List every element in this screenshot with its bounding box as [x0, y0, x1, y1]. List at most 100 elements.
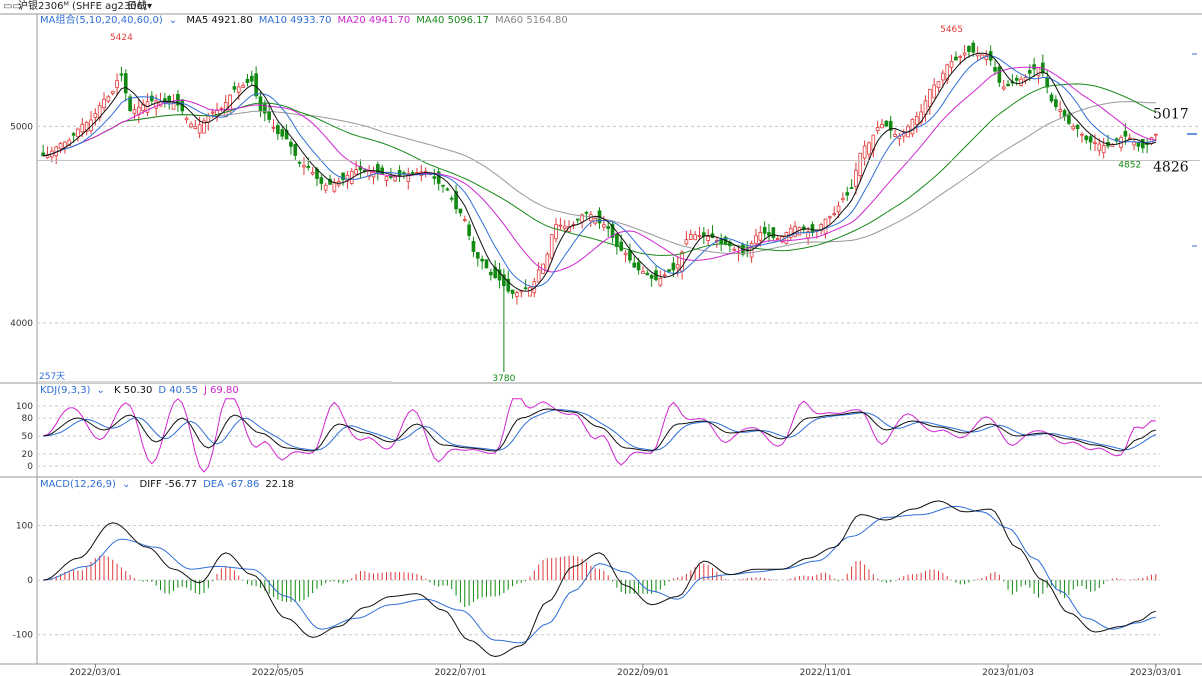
period-selector[interactable]: 日线▾: [127, 0, 152, 14]
candle-body: [1062, 110, 1067, 117]
date-tick-label: 2022/11/01: [800, 668, 852, 676]
candle-body: [862, 145, 867, 159]
candle-body: [1140, 138, 1145, 149]
price-tick-label: 4000: [10, 319, 33, 329]
candle-body: [867, 142, 871, 155]
candle-body: [406, 173, 411, 182]
kdj-k-line: [43, 408, 1156, 452]
low-label: 3780: [492, 374, 515, 384]
candle-body: [263, 103, 267, 114]
candle-body: [45, 154, 50, 159]
candle-body: [462, 219, 467, 221]
link-icon[interactable]: ▭▭: [3, 1, 22, 12]
candle-body: [323, 184, 328, 191]
candle-body: [254, 73, 258, 97]
candle-body: [441, 184, 445, 187]
candle-body: [632, 262, 637, 268]
candle-body: [167, 95, 172, 103]
candle-body: [210, 111, 215, 114]
candle-body: [489, 271, 493, 276]
candle-body: [232, 86, 237, 90]
candle-body: [536, 269, 541, 283]
kdj-d-line: [43, 409, 1157, 451]
candle-body: [189, 123, 193, 128]
ma-value-0: MA5 4921.80: [186, 15, 253, 26]
candle-body: [93, 113, 98, 119]
chevron-down-icon[interactable]: ⌄: [96, 385, 105, 396]
chevron-down-icon[interactable]: ⌄: [121, 479, 131, 490]
macd-tick-label: 100: [16, 521, 33, 531]
candle-body: [154, 100, 158, 109]
candle-body: [928, 89, 932, 108]
candle-body: [184, 117, 189, 121]
candle-body: [619, 241, 624, 251]
candle-body: [914, 116, 919, 125]
candle-body: [758, 232, 763, 241]
kdj-tick-label: 0: [27, 462, 33, 472]
candle-body: [1014, 77, 1019, 81]
macd-value-0: DIFF -56.77: [139, 479, 198, 490]
candle-body: [1006, 83, 1010, 87]
candle-body: [80, 123, 85, 133]
macd-tick-label: -100: [13, 631, 34, 641]
candle-body: [732, 248, 737, 251]
symbol-title[interactable]: 沪银2306ᴹ (SHFE ag2306): [18, 1, 147, 12]
candle-body: [958, 56, 963, 58]
candle-body: [932, 84, 936, 99]
candle-body: [845, 192, 850, 196]
candle-body: [497, 269, 502, 281]
candle-body: [675, 264, 680, 269]
candle-body: [858, 152, 863, 177]
chevron-down-icon[interactable]: ⌄: [168, 15, 178, 26]
candle-body: [841, 197, 845, 201]
candle-body: [1136, 142, 1141, 147]
candle-body: [1027, 70, 1032, 74]
candle-body: [1123, 130, 1128, 137]
candle-body: [449, 197, 454, 200]
ma-value-4: MA60 5164.80: [494, 15, 568, 26]
candle-body: [484, 259, 489, 269]
candle-body: [1023, 77, 1028, 81]
candle-body: [475, 252, 480, 259]
candle-body: [849, 187, 854, 189]
candle-body: [823, 218, 828, 234]
macd-indicator-label[interactable]: MACD(12,26,9): [40, 479, 116, 490]
last-close-label: 5017: [1153, 106, 1189, 122]
candle-body: [523, 287, 528, 290]
candle-body: [945, 64, 950, 81]
candle-body: [1036, 66, 1041, 77]
candle-body: [393, 176, 398, 182]
candle-body: [1071, 125, 1076, 130]
candle-body: [671, 262, 676, 271]
candle-body: [228, 94, 232, 112]
candle-body: [649, 274, 654, 279]
candle-body: [558, 224, 563, 227]
kdj-indicator-label[interactable]: KDJ(9,3,3): [40, 385, 91, 396]
candle-body: [993, 67, 997, 72]
candle-body: [280, 129, 285, 137]
ma-value-1: MA10 4933.70: [258, 15, 332, 26]
ma-indicator-label[interactable]: MA组合(5,10,20,40,60,0): [40, 15, 163, 26]
kdj-tick-label: 80: [22, 414, 34, 424]
candle-body: [58, 142, 63, 150]
candle-body: [410, 172, 415, 174]
macd-legend: MACD(12,26,9) ⌄ DIFF -56.77 DEA -67.86 22.1…: [40, 479, 306, 491]
candle-body: [684, 239, 689, 245]
candle-body: [967, 45, 971, 52]
candle-body: [123, 73, 128, 94]
candle-body: [562, 225, 567, 229]
candle-body: [267, 111, 271, 120]
candle-body: [575, 218, 580, 221]
candle-body: [793, 226, 797, 237]
candle-body: [1054, 99, 1058, 108]
kdj-value-0: K 50.30: [114, 385, 153, 396]
candle-body: [828, 216, 832, 219]
candle-body: [801, 226, 806, 230]
candle-body: [854, 170, 858, 187]
candle-body: [193, 125, 198, 129]
candle-body: [554, 224, 558, 240]
candle-body: [936, 81, 941, 88]
candle-body: [688, 234, 693, 240]
candle-body: [832, 213, 837, 216]
